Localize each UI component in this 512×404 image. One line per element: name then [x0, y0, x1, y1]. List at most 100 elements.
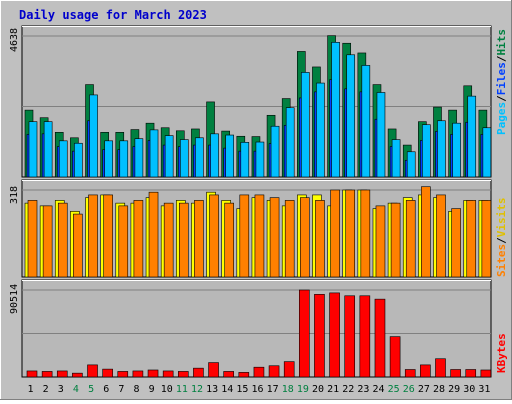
kbytes-bar	[314, 294, 325, 378]
kbytes-bar	[344, 295, 356, 378]
sites-bar	[300, 197, 310, 278]
pages-bar	[195, 137, 204, 178]
pages-bar	[361, 65, 371, 178]
x-axis-day-label: 12	[191, 384, 203, 395]
kbytes-bar	[420, 364, 431, 378]
sites-bar	[284, 200, 295, 278]
hits-panel-legend: Pages/Files/Hits	[495, 29, 508, 135]
kbytes-bar	[223, 371, 234, 378]
x-axis-day-label: 18	[282, 384, 294, 395]
x-axis-day-label: 31	[478, 384, 490, 395]
sites-bar	[375, 205, 386, 278]
sites-bar	[224, 202, 234, 278]
pages-bar	[225, 134, 234, 178]
sites-bar	[27, 200, 38, 278]
sites-bar	[360, 189, 371, 278]
pages-bar	[452, 122, 461, 178]
kbytes-bar	[359, 295, 371, 378]
x-axis-day-label: 11	[176, 384, 188, 395]
pages-bar	[104, 140, 113, 178]
x-axis-day-label: 22	[342, 384, 354, 395]
sites-bar	[73, 213, 83, 278]
visits-panel-legend: Sites/Visits	[495, 198, 508, 278]
kbytes-bar	[132, 370, 144, 378]
x-axis-day-label: 17	[267, 384, 279, 395]
pages-bar	[28, 121, 38, 178]
panel-background	[21, 279, 492, 378]
sites-bar	[451, 208, 461, 278]
sites-bar	[194, 200, 204, 278]
x-axis-day-label: 7	[118, 384, 124, 395]
pages-bar	[331, 42, 340, 178]
kbytes-bar	[208, 362, 219, 378]
hits-panel-max-tick-label: 4638	[9, 28, 20, 52]
kbytes-bar	[389, 336, 401, 378]
kbytes-bar	[117, 371, 129, 378]
sites-bar	[57, 202, 68, 278]
kbytes-bar	[268, 365, 280, 378]
kbytes-bar	[72, 372, 83, 378]
sites-bar	[390, 202, 401, 278]
kbytes-bar	[283, 361, 295, 378]
pages-bar	[285, 107, 295, 178]
kbytes-bar	[87, 364, 98, 378]
pages-bar	[134, 138, 144, 178]
kbytes-bar	[329, 292, 340, 378]
sites-bar	[466, 200, 477, 278]
kbytes-bar	[299, 289, 310, 378]
pages-bar	[316, 82, 325, 178]
chart-title: Daily usage for March 2023	[19, 8, 207, 22]
kbytes-bar	[56, 370, 68, 378]
x-axis-day-label: 26	[403, 384, 415, 395]
x-axis-day-label: 3	[58, 384, 64, 395]
kbytes-bar	[41, 371, 53, 378]
x-axis-day-label: 23	[357, 384, 369, 395]
pages-bar	[179, 139, 189, 178]
pages-bar	[89, 94, 98, 178]
x-axis-day-label: 24	[373, 384, 385, 395]
legend-visits: Visits	[495, 198, 508, 238]
x-axis-day-label: 2	[43, 384, 49, 395]
hits-files-pages-panel	[21, 25, 492, 178]
x-axis-day-label: 4	[73, 384, 79, 395]
pages-bar	[482, 127, 492, 178]
sites-bar	[42, 205, 53, 278]
x-axis-day-label: 13	[206, 384, 218, 395]
sites-bar	[148, 191, 159, 278]
sites-bar	[405, 200, 416, 278]
kbytes-bar	[238, 372, 250, 378]
pages-bar	[467, 95, 477, 178]
sites-bar	[178, 202, 189, 278]
sites-bar	[421, 186, 431, 278]
pages-bar	[406, 151, 416, 178]
sites-bar	[315, 200, 325, 278]
sites-bar	[88, 194, 98, 278]
x-axis-day-label: 9	[149, 384, 155, 395]
kbytes-bar	[177, 371, 189, 378]
kbytes-panel	[21, 279, 492, 378]
kbytes-bar	[450, 369, 461, 378]
pages-bar	[164, 135, 174, 178]
legend-pages: Pages	[495, 102, 508, 135]
sites-bar	[436, 194, 446, 278]
kbytes-bar	[374, 298, 386, 378]
visits-panel-max-tick-label: 318	[9, 186, 20, 204]
pages-bar	[149, 129, 159, 178]
pages-bar	[119, 140, 129, 178]
x-axis-day-label: 1	[28, 384, 34, 395]
legend-sites: Sites	[495, 244, 508, 277]
x-axis-day-label: 19	[297, 384, 309, 395]
pages-bar	[391, 139, 401, 178]
x-axis-day-label: 16	[251, 384, 263, 395]
sites-bar	[103, 194, 113, 278]
x-axis-day-label: 10	[161, 384, 173, 395]
kbytes-bar	[435, 358, 446, 378]
kbytes-bar	[465, 369, 477, 378]
pages-bar	[255, 141, 265, 178]
pages-bar	[210, 133, 219, 178]
kbytes-bar	[193, 367, 204, 378]
kbytes-bar	[26, 370, 38, 378]
kbytes-bar	[147, 369, 159, 378]
kbytes-bar	[404, 369, 416, 378]
